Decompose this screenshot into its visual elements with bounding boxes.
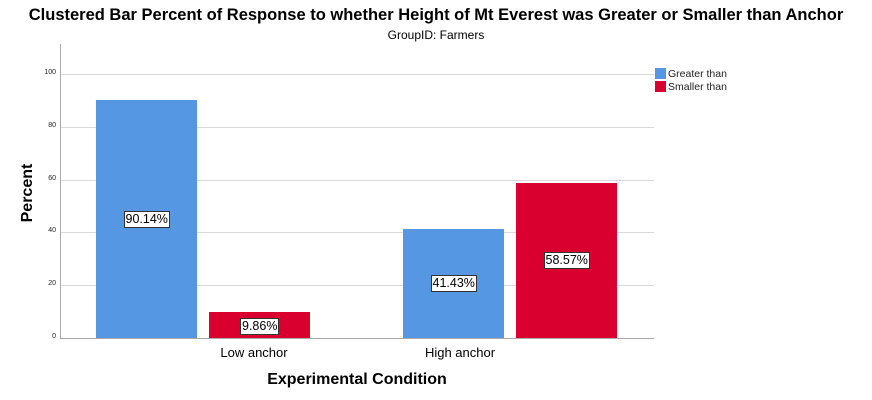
gridline xyxy=(61,232,654,233)
x-axis-line xyxy=(60,338,654,339)
legend-item-greater: Greater than xyxy=(655,67,727,80)
x-category-high-anchor: High anchor xyxy=(424,345,496,360)
y-tick-label: 100 xyxy=(44,69,56,76)
legend: Greater than Smaller than xyxy=(655,67,727,93)
legend-swatch-smaller xyxy=(655,81,666,92)
y-axis-line xyxy=(60,44,61,339)
data-label: 41.43% xyxy=(430,274,477,292)
data-label: 9.86% xyxy=(240,318,280,335)
y-tick-label: 60 xyxy=(48,175,56,182)
gridline xyxy=(61,180,654,181)
x-category-low-anchor: Low anchor xyxy=(220,345,288,360)
gridline xyxy=(61,127,654,128)
gridline xyxy=(61,285,654,286)
data-label: 58.57% xyxy=(543,252,590,270)
chart-title: Clustered Bar Percent of Response to whe… xyxy=(28,6,844,24)
legend-label-smaller: Smaller than xyxy=(668,80,727,93)
gridline xyxy=(61,74,654,75)
y-tick-label: 0 xyxy=(52,333,56,340)
legend-swatch-greater xyxy=(655,68,666,79)
chart-subtitle: GroupID: Farmers xyxy=(387,28,485,42)
y-tick-label: 80 xyxy=(48,122,56,129)
data-label: 90.14% xyxy=(123,210,170,228)
y-tick-label: 40 xyxy=(48,227,56,234)
legend-label-greater: Greater than xyxy=(668,67,727,80)
x-axis-label: Experimental Condition xyxy=(267,371,447,388)
y-axis-label: Percent xyxy=(19,163,36,223)
legend-item-smaller: Smaller than xyxy=(655,80,727,93)
y-tick-label: 20 xyxy=(48,280,56,287)
